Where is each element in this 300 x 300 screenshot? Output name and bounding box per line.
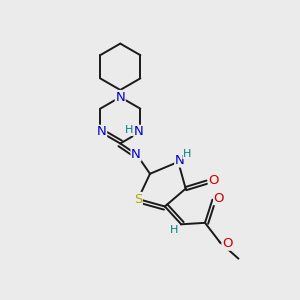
Text: N: N — [175, 154, 184, 167]
Text: O: O — [222, 237, 232, 250]
Text: O: O — [214, 192, 224, 205]
Text: N: N — [97, 125, 106, 138]
Text: S: S — [134, 193, 142, 206]
Text: H: H — [169, 225, 178, 235]
Text: N: N — [131, 148, 141, 161]
Text: N: N — [116, 91, 125, 103]
Text: H: H — [125, 125, 133, 135]
Text: O: O — [208, 174, 219, 187]
Text: H: H — [183, 148, 191, 159]
Text: N: N — [134, 125, 144, 138]
